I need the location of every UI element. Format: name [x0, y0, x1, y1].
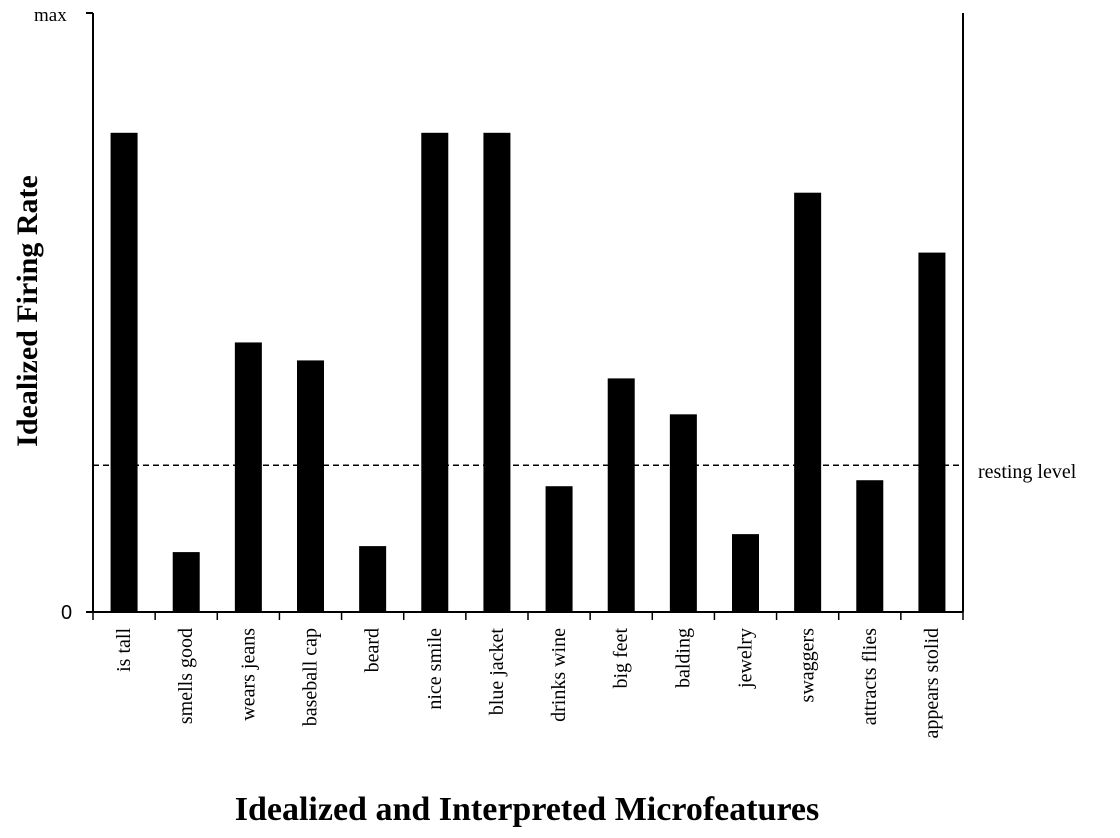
bar: [234, 342, 262, 612]
bar: [669, 414, 697, 612]
x-tick-label: attracts flies: [859, 628, 881, 725]
bars: [110, 132, 946, 613]
x-tick-label: nice smile: [424, 628, 446, 710]
axes: [86, 12, 964, 620]
x-tick-label: big feet: [610, 628, 632, 689]
x-tick-label: baseball cap: [300, 628, 322, 726]
x-tick-label: appears stolid: [921, 628, 943, 739]
bar: [794, 192, 822, 612]
bar: [856, 480, 884, 612]
bar: [297, 360, 324, 612]
x-tick-label: jewelry: [735, 628, 757, 689]
y-zero-label: 0: [61, 602, 72, 624]
bar: [918, 252, 946, 612]
bar: [110, 132, 138, 613]
bar: [607, 378, 635, 612]
x-tick-label: wears jeans: [237, 628, 259, 721]
x-tick-label: drinks wine: [548, 628, 570, 722]
bar: [732, 534, 759, 612]
x-tick-label: is tall: [113, 628, 135, 672]
x-tick-label: swaggers: [797, 628, 819, 703]
resting-level-label: resting level: [978, 461, 1077, 483]
bar: [359, 546, 387, 612]
x-tick-label: balding: [672, 628, 694, 688]
x-tick-label: smells good: [175, 628, 197, 724]
bar: [545, 486, 573, 612]
x-tick-label: beard: [362, 628, 384, 672]
x-axis-title: Idealized and Interpreted Microfeatures: [235, 791, 820, 828]
bar: [172, 552, 200, 612]
y-axis-title: Idealized Firing Rate: [11, 175, 44, 447]
y-max-label: max: [34, 5, 67, 26]
x-tick-labels: is tall smells good wears jeans baseball ca…: [113, 628, 943, 739]
x-tick-label: blue jacket: [486, 628, 508, 716]
bar: [483, 132, 511, 613]
resting-level-line-group: resting level: [93, 461, 1077, 483]
bar: [421, 132, 449, 613]
